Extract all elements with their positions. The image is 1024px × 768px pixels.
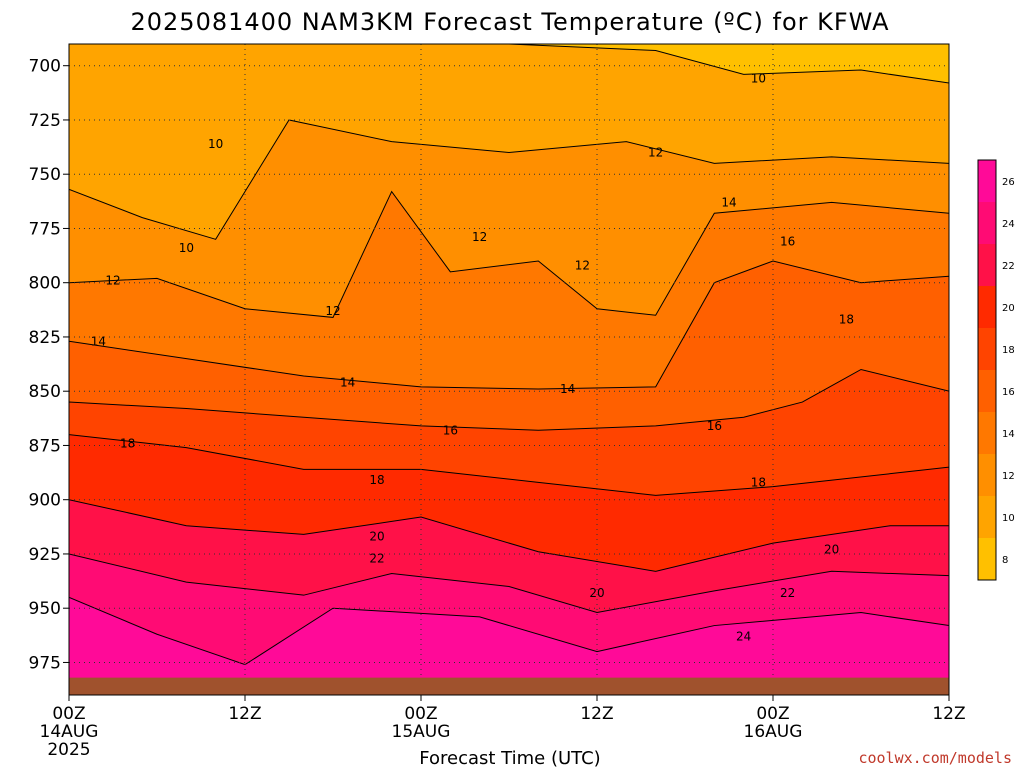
colorbar-label: 12: [1002, 471, 1015, 482]
colorbar-swatch-16: [978, 370, 996, 412]
colorbar-swatch-26: [978, 160, 996, 202]
contour-label-24: 24: [736, 629, 751, 643]
colorbar-swatch-20: [978, 286, 996, 328]
colorbar-swatch-10: [978, 496, 996, 538]
colorbar-label: 8: [1002, 555, 1008, 566]
contour-label-20: 20: [589, 586, 604, 600]
colorbar-swatch-12: [978, 454, 996, 496]
contour-label-16: 16: [780, 234, 795, 248]
contour-label-18: 18: [369, 473, 384, 487]
contour-label-10: 10: [208, 137, 223, 151]
contour-label-14: 14: [91, 334, 106, 348]
x-tick-label: 00Z: [52, 704, 85, 724]
contour-label-20: 20: [369, 530, 384, 544]
x-tick-label: 00Z: [756, 704, 789, 724]
temperature-bands: [69, 44, 949, 695]
contour-label-20: 20: [824, 543, 839, 557]
x-tick-date: 14AUG: [40, 722, 99, 742]
x-tick-label: 12Z: [580, 704, 613, 724]
x-tick-label: 00Z: [404, 704, 437, 724]
x-tick-label: 12Z: [228, 704, 261, 724]
y-tick-label: 975: [29, 653, 61, 673]
contour-label-18: 18: [839, 313, 854, 327]
colorbar-label: 16: [1002, 387, 1015, 398]
y-tick-label: 825: [29, 328, 61, 348]
gridlines: [69, 44, 949, 695]
colorbar-label: 14: [1002, 429, 1015, 440]
y-tick-label: 925: [29, 545, 61, 565]
y-tick-label: 750: [29, 165, 61, 185]
colorbar-frame: [977, 159, 997, 581]
contour-label-14: 14: [560, 382, 575, 396]
contour-label-18: 18: [751, 475, 766, 489]
ground-surface: [69, 677, 949, 695]
contour-label-14: 14: [721, 195, 736, 209]
contour-label-14: 14: [340, 376, 355, 390]
colorbar-label: 26: [1002, 177, 1015, 188]
contour-label-12: 12: [575, 258, 590, 272]
colorbar-label: 10: [1002, 513, 1015, 524]
contour-label-16: 16: [707, 419, 722, 433]
x-tick-label: 12Z: [932, 704, 965, 724]
colorbar-swatch-24: [978, 202, 996, 244]
y-tick-label: 775: [29, 219, 61, 239]
colorbar-label: 20: [1002, 303, 1015, 314]
contour-label-18: 18: [120, 436, 135, 450]
colorbar-swatch-18: [978, 328, 996, 370]
contour-label-12: 12: [105, 274, 120, 288]
band-26: [69, 596, 949, 695]
credit-text: coolwx.com/models: [858, 749, 1012, 767]
colorbar-label: 24: [1002, 219, 1015, 230]
x-tick-date: 15AUG: [392, 722, 451, 742]
colorbar-label: 22: [1002, 261, 1015, 272]
x-tick-year: 2025: [47, 740, 90, 760]
contour-labels: 10 10 10 12 12 12 12 12 14 14 14 14 16 16 16 18 18 18 18 20…: [91, 72, 854, 644]
chart-title: 2025081400 NAM3KM Forecast Temperature (…: [130, 8, 889, 36]
contour-label-22: 22: [780, 586, 795, 600]
colorbar: 26 24 22 20 18 16 14 12 10 8: [977, 159, 1015, 581]
y-tick-label: 700: [29, 57, 61, 77]
colorbar-swatch-8: [978, 538, 996, 580]
plot-area: 10 10 10 12 12 12 12 12 14 14 14 14 16 16 16 18 18 18 18 20…: [68, 43, 950, 696]
colorbar-label: 18: [1002, 345, 1015, 356]
y-tick-label: 950: [29, 599, 61, 619]
y-tick-label: 875: [29, 436, 61, 456]
colorbar-swatch-22: [978, 244, 996, 286]
contour-label-12: 12: [472, 230, 487, 244]
plot-frame: [68, 43, 950, 696]
y-tick-label: 850: [29, 382, 61, 402]
contour-label-12: 12: [325, 304, 340, 318]
x-tick-date: 16AUG: [744, 722, 803, 742]
contour-label-22: 22: [369, 551, 384, 565]
contour-label-10: 10: [751, 72, 766, 86]
x-axis-label: Forecast Time (UTC): [419, 748, 600, 768]
contour-label-12: 12: [648, 146, 663, 160]
y-tick-label: 800: [29, 274, 61, 294]
contour-label-10: 10: [179, 241, 194, 255]
y-axis: 700 725 750 775 800 825 850 875 900 925 950 975: [29, 57, 69, 673]
colorbar-swatch-14: [978, 412, 996, 454]
y-tick-label: 900: [29, 491, 61, 511]
contour-label-16: 16: [443, 423, 458, 437]
y-tick-label: 725: [29, 111, 61, 131]
